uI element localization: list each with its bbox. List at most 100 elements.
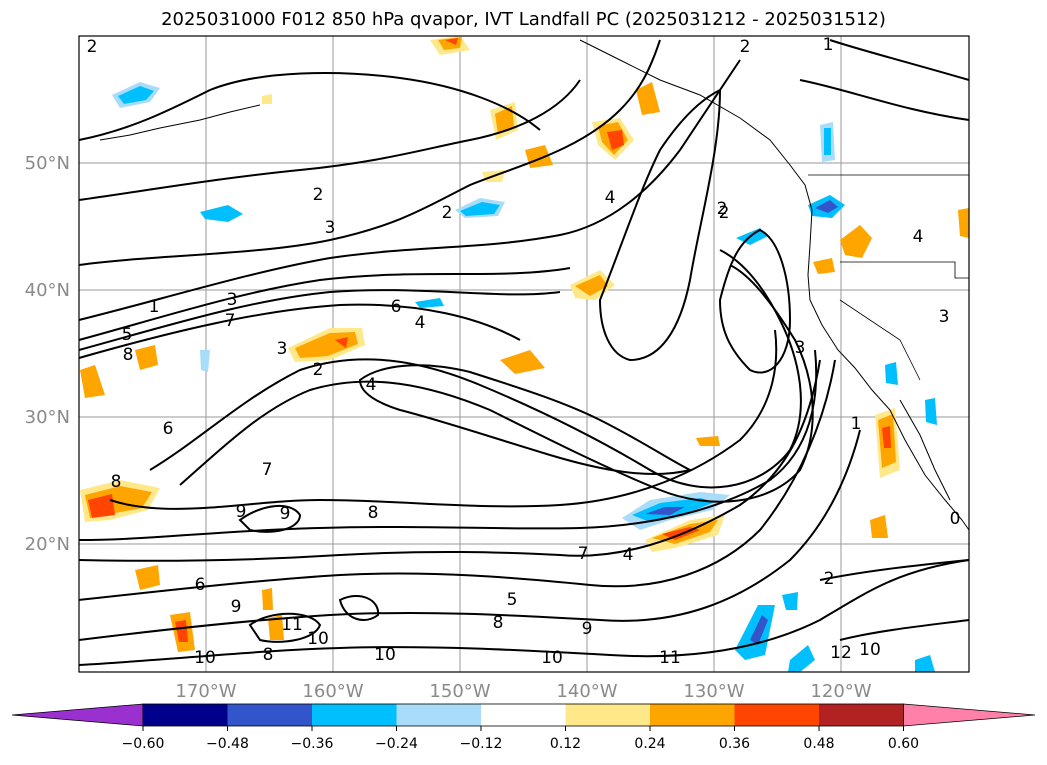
colorbar-tick-label: −0.60	[122, 736, 165, 752]
negative-anomaly-area	[200, 205, 243, 222]
contour-label: 4	[623, 545, 634, 565]
lon-label-170w: 170°W	[175, 681, 236, 702]
contour-label: 9	[236, 502, 247, 522]
contour-label: 5	[507, 590, 518, 610]
negative-anomaly-area	[460, 202, 500, 216]
contour-label: 6	[195, 575, 206, 595]
negative-anomaly-area	[645, 507, 685, 515]
map-title: 2025031000 F012 850 hPa qvapor, IVT Land…	[161, 9, 886, 30]
lat-label-30: 30°N	[25, 407, 70, 428]
colorbar-segment	[650, 704, 735, 726]
contour-label: 10	[307, 629, 329, 649]
positive-anomaly-area	[840, 225, 872, 258]
positive-anomaly-area	[335, 337, 348, 348]
positive-anomaly-area	[262, 588, 273, 610]
negative-anomaly-area	[750, 615, 768, 645]
positive-anomaly-area	[607, 130, 624, 150]
contour-label: 10	[859, 640, 881, 660]
contour-label: 8	[111, 472, 122, 492]
contour-label: 2	[442, 203, 453, 223]
contour-label: 2	[717, 199, 728, 219]
positive-anomaly-area	[882, 426, 891, 448]
colorbar-segment	[396, 704, 482, 726]
contour-label: 6	[163, 419, 174, 439]
latitude-labels: 50°N 40°N 30°N 20°N	[25, 153, 70, 555]
colorbar-segment	[819, 704, 904, 726]
positive-anomaly-area	[500, 350, 545, 374]
contour-label: 9	[280, 504, 291, 524]
negative-anomaly-area	[736, 228, 768, 245]
negative-anomaly-area	[885, 362, 898, 385]
colorbar-tick-label: 0.24	[634, 736, 665, 752]
positive-anomaly-area	[88, 494, 115, 518]
colorbar-tick-label: −0.36	[291, 736, 334, 752]
lat-label-20: 20°N	[25, 534, 70, 555]
contour-label: 4	[366, 375, 377, 395]
positive-anomaly-area	[958, 208, 969, 238]
negative-anomaly-area	[782, 592, 798, 610]
colorbar-segment	[734, 704, 820, 726]
lon-label-140w: 140°W	[556, 681, 617, 702]
contour-label: 3	[277, 339, 288, 359]
lon-label-160w: 160°W	[302, 681, 363, 702]
contour-label: 7	[578, 544, 589, 564]
lon-label-130w: 130°W	[683, 681, 744, 702]
contour-label: 3	[325, 218, 336, 238]
positive-anomaly-area	[445, 38, 458, 45]
negative-anomaly-area	[788, 645, 815, 672]
contour-label: 3	[939, 307, 950, 327]
contour-label: 0	[950, 509, 961, 529]
contour-label: 12	[830, 643, 852, 663]
positive-anomaly-area	[262, 94, 272, 104]
contour-label: 2	[824, 569, 835, 589]
colorbar-tick-label: −0.12	[460, 736, 503, 752]
colorbar-segment	[565, 704, 651, 726]
contour-label: 6	[391, 297, 402, 317]
negative-anomaly-area	[824, 128, 831, 155]
colorbar-segment	[481, 704, 566, 726]
positive-anomaly-area	[268, 615, 284, 640]
contour-label: 8	[263, 645, 274, 665]
contour-label: 1	[149, 297, 160, 317]
contour-label: 8	[123, 345, 134, 365]
map-frame	[78, 35, 970, 673]
contour-label: 11	[659, 648, 681, 668]
negative-anomaly-area	[815, 200, 838, 213]
political-borders	[808, 174, 969, 381]
positive-anomaly-area	[135, 345, 158, 370]
positive-anomaly-area	[175, 620, 188, 642]
colorbar-tick-label: 0.48	[803, 736, 834, 752]
contour-label: 2	[313, 185, 324, 205]
colorbar-segment	[143, 704, 228, 726]
positive-anomaly-area	[636, 82, 660, 115]
positive-anomaly-area	[696, 436, 720, 446]
contour-label: 4	[605, 188, 616, 208]
contour-label: 4	[913, 227, 924, 247]
positive-anomaly-area	[135, 565, 160, 590]
contour-label: 10	[194, 648, 216, 668]
colorbar-tick-label: −0.48	[206, 736, 249, 752]
colorbar-outline	[142, 703, 904, 727]
positive-anomaly-area	[575, 275, 608, 296]
lon-label-150w: 150°W	[429, 681, 490, 702]
contour-label: 10	[541, 648, 563, 668]
lat-label-50: 50°N	[25, 153, 70, 174]
positive-anomaly-area	[870, 515, 888, 538]
contour-label: 9	[231, 597, 242, 617]
positive-anomaly-area	[495, 106, 514, 134]
contour-label: 2	[719, 203, 730, 223]
contour-label: 1	[823, 35, 834, 55]
contour-label: 8	[368, 503, 379, 523]
contour-label: 7	[262, 460, 273, 480]
positive-anomaly-area	[813, 258, 835, 274]
contour-label: 2	[313, 360, 324, 380]
negative-anomaly-area	[415, 298, 444, 308]
colorbar: −0.60 −0.48 −0.36 −0.24 −0.12 0.12 0.24 0.36 0.4…	[11, 703, 1036, 752]
contour-label: 3	[795, 338, 806, 358]
colorbar-extend-max	[903, 703, 1036, 727]
colorbar-tick-label: 0.60	[888, 736, 919, 752]
contour-label: 5	[122, 325, 133, 345]
contour-label: 11	[281, 615, 303, 635]
